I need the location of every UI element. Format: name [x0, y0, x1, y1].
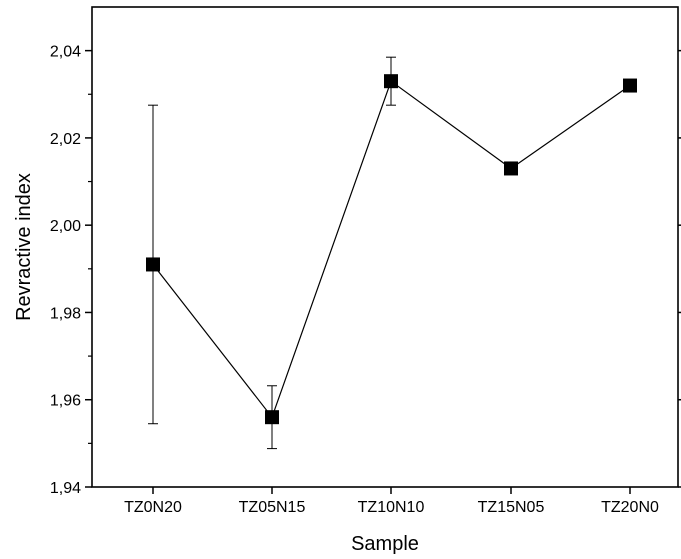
plot-frame	[91, 6, 679, 488]
series-layer	[146, 56, 637, 450]
x-tick-label: TZ0N20	[124, 499, 182, 516]
series-line	[152, 80, 631, 419]
data-point	[623, 78, 637, 93]
y-axis-label: Revractive index	[13, 173, 35, 321]
y-tick-label: 1,94	[50, 480, 81, 497]
data-point	[384, 74, 398, 89]
x-tick-label: TZ05N15	[239, 499, 306, 516]
data-point	[504, 161, 518, 176]
y-tick-label: 2,00	[50, 218, 81, 235]
x-tick-label: TZ20N0	[601, 499, 659, 516]
x-tick-label: TZ15N05	[478, 499, 545, 516]
y-tick-label: 1,98	[50, 305, 81, 322]
y-tick-label: 1,96	[50, 393, 81, 410]
y-tick-label: 2,04	[50, 44, 81, 61]
x-axis-label: Sample	[351, 533, 419, 555]
y-tick-label: 2,02	[50, 131, 81, 148]
x-tick-label: TZ10N10	[358, 499, 425, 516]
y-axis: 1,94 1,96 1,98 2,00 2,02 2,04	[50, 44, 681, 497]
x-axis: TZ0N20 TZ05N15 TZ10N10 TZ15N05 TZ20N0	[124, 487, 659, 516]
data-point	[146, 257, 160, 272]
data-point	[265, 410, 279, 425]
